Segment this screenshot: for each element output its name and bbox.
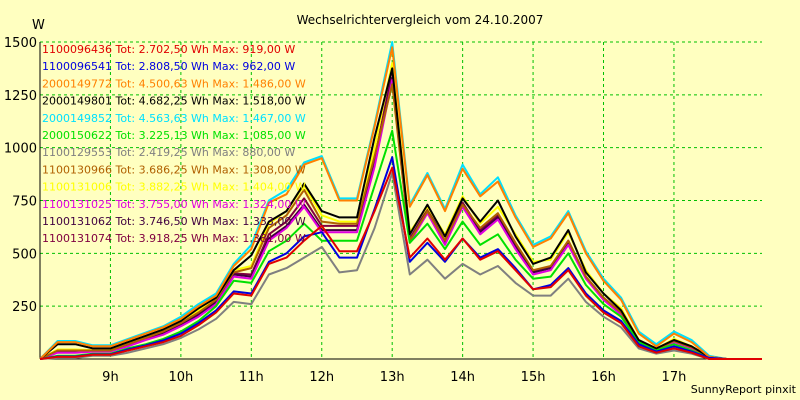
x-tick-14h: 14h — [450, 370, 475, 385]
legend: 1100096436 Tot: 2.702,50 Wh Max: 919,00 … — [42, 43, 306, 245]
series-line-2000149772 — [39, 46, 762, 360]
x-tick-labels: 9h 10h 11h 12h 13h 14h 15h 16h 17h — [102, 370, 686, 385]
x-tick-17h: 17h — [662, 370, 687, 385]
chart-title: Wechselrichtervergleich vom 24.10.2007 — [297, 13, 544, 27]
series-lines — [39, 41, 762, 360]
legend-entry-1100096541: 1100096541 Tot: 2.808,50 Wh Max: 962,00 … — [42, 60, 295, 73]
y-axis-label: W — [32, 18, 45, 33]
x-tick-10h: 10h — [168, 370, 193, 385]
series-line-2000149801 — [39, 67, 762, 360]
x-tick-12h: 12h — [309, 370, 334, 385]
footer-credit: SunnyReport pinxit — [691, 383, 797, 396]
y-tick-labels: 250 500 750 1000 1250 1500 — [4, 36, 37, 315]
x-tick-9h: 9h — [102, 370, 119, 385]
series-line-1100129553 — [39, 172, 762, 360]
x-tick-16h: 16h — [591, 370, 616, 385]
legend-entry-2000150622: 2000150622 Tot: 3.225,13 Wh Max: 1.085,0… — [42, 129, 306, 142]
legend-entry-1100096436: 1100096436 Tot: 2.702,50 Wh Max: 919,00 … — [42, 43, 295, 56]
y-tick-1500: 1500 — [4, 36, 37, 51]
legend-entry-1100131025: 1100131025 Tot: 3.755,00 Wh Max: 1.324,0… — [42, 198, 306, 211]
legend-entry-1100131074: 1100131074 Tot: 3.918,25 Wh Max: 1.381,0… — [42, 232, 306, 245]
y-tick-500: 500 — [12, 247, 37, 262]
grid-lines — [40, 41, 762, 359]
y-tick-250: 250 — [12, 300, 37, 315]
legend-entry-1100131006: 1100131006 Tot: 3.882,25 Wh Max: 1.404,0… — [42, 181, 306, 194]
series-line-1100096436 — [39, 166, 762, 360]
y-tick-1250: 1250 — [4, 89, 37, 104]
series-line-2000150622 — [39, 129, 762, 360]
x-tick-15h: 15h — [521, 370, 546, 385]
y-tick-1000: 1000 — [4, 142, 37, 157]
legend-entry-1100130966: 1100130966 Tot: 3.686,25 Wh Max: 1.308,0… — [42, 163, 306, 176]
legend-entry-1100129553: 1100129553 Tot: 2.419,25 Wh Max: 880,00 … — [42, 146, 295, 159]
x-tick-13h: 13h — [380, 370, 405, 385]
legend-entry-2000149801: 2000149801 Tot: 4.682,25 Wh Max: 1.518,0… — [42, 95, 306, 108]
legend-entry-1100131062: 1100131062 Tot: 3.746,50 Wh Max: 1.333,0… — [42, 215, 306, 228]
axes — [39, 42, 762, 360]
y-tick-750: 750 — [12, 195, 37, 210]
x-tick-11h: 11h — [239, 370, 264, 385]
legend-entry-2000149772: 2000149772 Tot: 4.500,63 Wh Max: 1.486,0… — [42, 77, 306, 90]
legend-entry-2000149852: 2000149852 Tot: 4.563,63 Wh Max: 1.467,0… — [42, 112, 306, 125]
